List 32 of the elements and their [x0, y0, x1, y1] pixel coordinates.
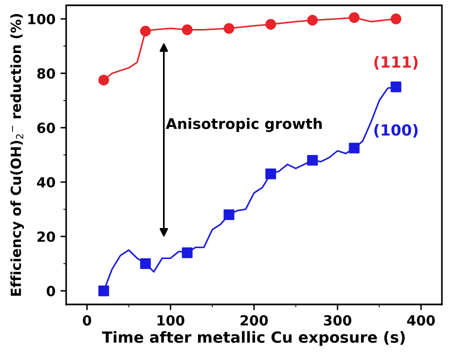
point: [390, 82, 402, 92]
x-tick-label: 400: [407, 315, 435, 326]
point: [98, 74, 110, 86]
y-tick-label: 60: [37, 122, 56, 134]
point: [182, 24, 193, 36]
y-tick-label: 0: [46, 286, 56, 296]
annotation: Anisotropic growth: [166, 118, 322, 132]
point: [224, 23, 234, 34]
point: [265, 18, 276, 30]
x-tick-label: 300: [324, 315, 352, 326]
point: [140, 258, 151, 270]
point: [265, 168, 276, 180]
text: (111): [374, 56, 418, 70]
series-label: (100): [374, 124, 418, 138]
point: [140, 26, 151, 36]
point: [390, 14, 402, 24]
y-axis-title: Efficiency of Cu(OH)$_{2}$$^{−}$ reduction (%): [10, 14, 24, 296]
x-axis-title: Time after metallic Cu exposure (s): [102, 331, 405, 346]
x-tick-label: 100: [158, 315, 184, 326]
y-tick-label: 20: [38, 231, 56, 242]
point: [348, 142, 360, 154]
point: [182, 247, 193, 258]
y-tick-label: 80: [37, 68, 56, 79]
y-tick-label: 40: [37, 177, 56, 188]
x-tick-label: 0: [82, 315, 92, 326]
y-tick-label: 100: [28, 14, 56, 24]
point: [224, 209, 234, 220]
point: [307, 14, 318, 26]
point: [348, 12, 360, 23]
point: [98, 285, 110, 296]
point: [307, 154, 318, 166]
x-tick-label: 200: [240, 315, 268, 326]
